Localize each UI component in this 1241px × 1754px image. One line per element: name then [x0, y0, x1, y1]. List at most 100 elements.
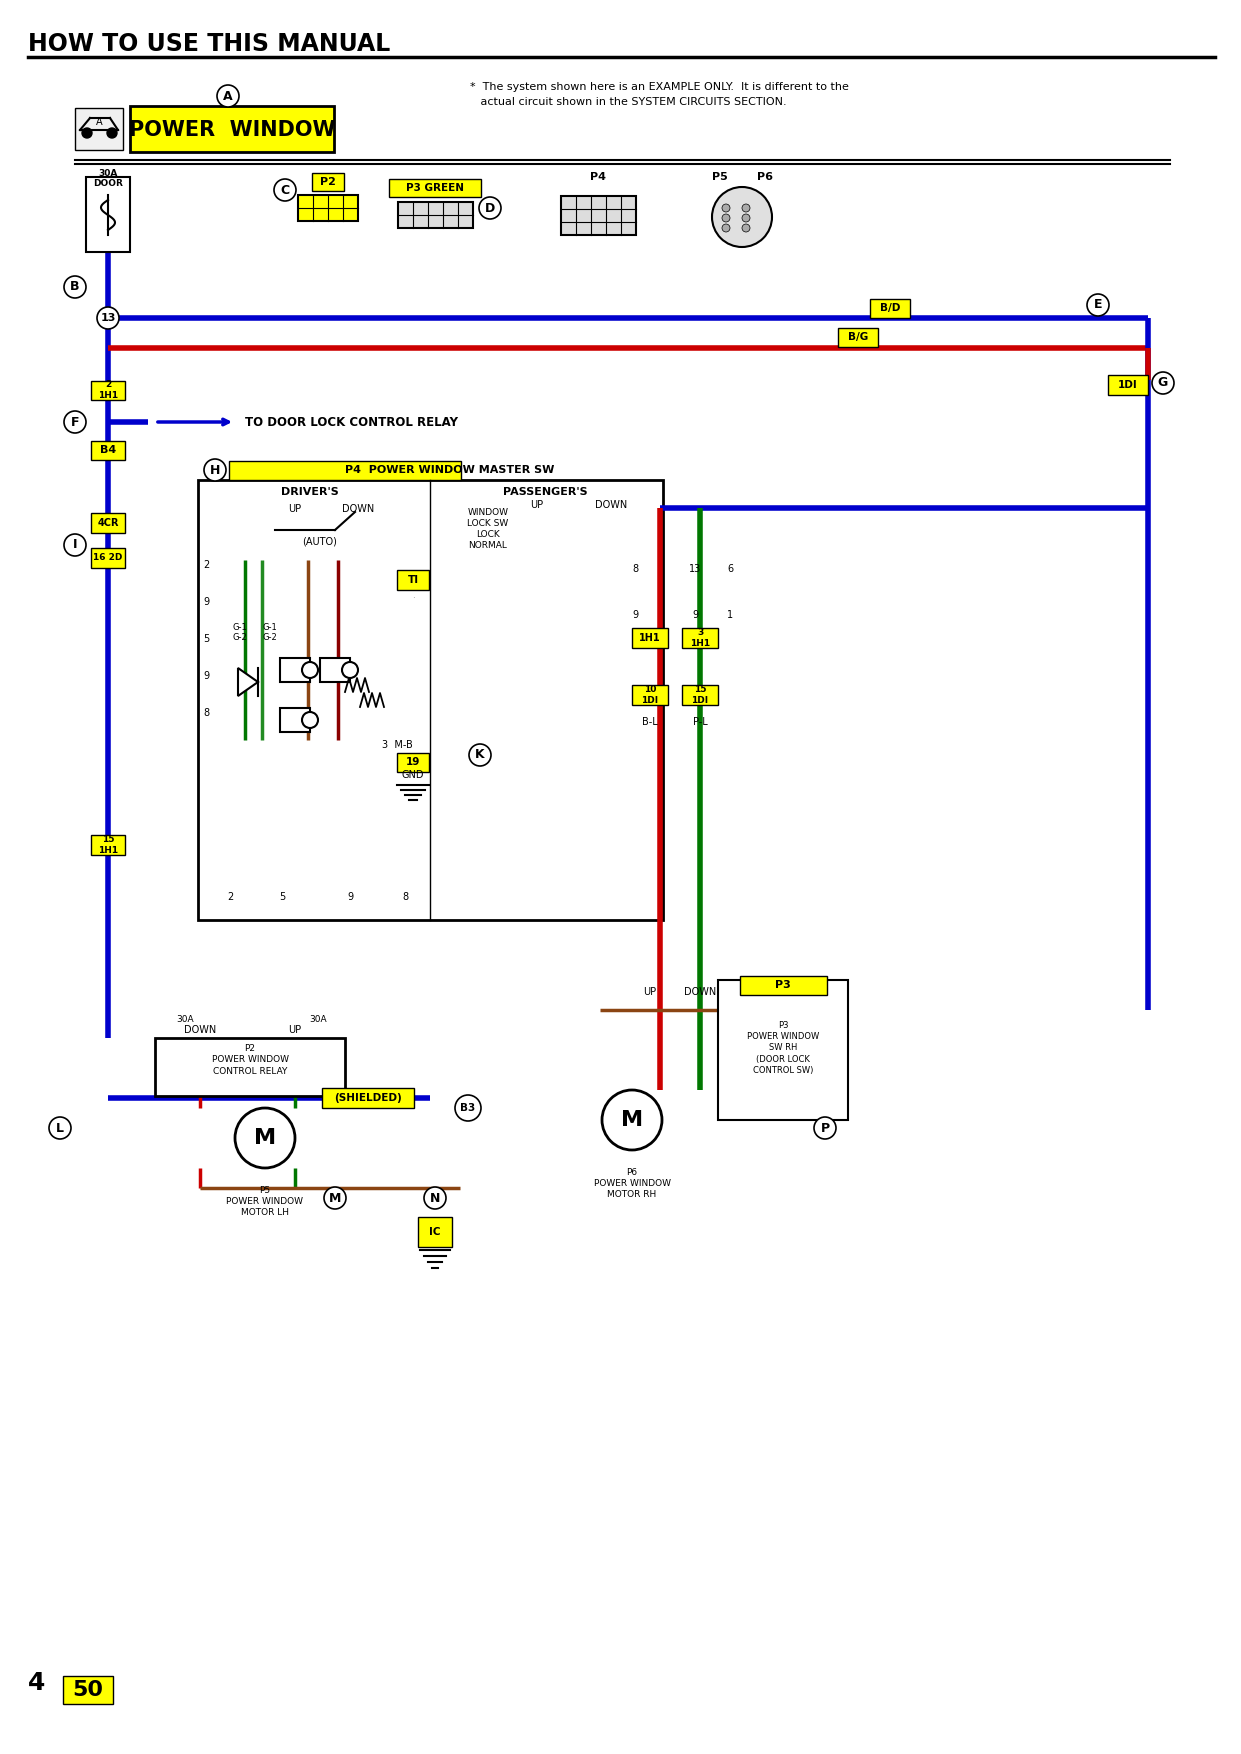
FancyBboxPatch shape: [130, 105, 334, 153]
Circle shape: [742, 214, 750, 223]
Circle shape: [814, 1117, 836, 1138]
Bar: [561, 195, 635, 235]
Text: 4: 4: [29, 1672, 46, 1694]
Text: P4: P4: [589, 172, 606, 182]
Circle shape: [722, 225, 730, 232]
FancyBboxPatch shape: [632, 686, 668, 705]
Text: B/G: B/G: [848, 332, 869, 342]
Text: DOWN: DOWN: [684, 988, 716, 996]
Bar: [280, 709, 310, 731]
Text: P5: P5: [712, 172, 728, 182]
Text: POWER  WINDOW: POWER WINDOW: [129, 119, 335, 140]
Circle shape: [602, 1089, 661, 1151]
Text: 15
1DI: 15 1DI: [691, 686, 709, 705]
Circle shape: [48, 1117, 71, 1138]
Bar: [86, 177, 130, 253]
FancyBboxPatch shape: [1108, 375, 1148, 395]
Text: K: K: [475, 749, 485, 761]
FancyBboxPatch shape: [683, 628, 719, 647]
Text: D: D: [485, 202, 495, 214]
Circle shape: [742, 203, 750, 212]
Text: PASSENGER'S: PASSENGER'S: [503, 488, 587, 496]
Polygon shape: [238, 668, 258, 696]
Text: IC: IC: [429, 1228, 441, 1237]
Text: 9: 9: [347, 893, 352, 902]
Text: L: L: [56, 1121, 65, 1135]
Text: C: C: [280, 184, 289, 196]
Text: 8: 8: [402, 893, 408, 902]
FancyBboxPatch shape: [91, 440, 125, 460]
Text: P-L: P-L: [692, 717, 707, 726]
Text: (SHIELDED): (SHIELDED): [334, 1093, 402, 1103]
Text: UP: UP: [288, 1024, 302, 1035]
Text: P6
POWER WINDOW
MOTOR RH: P6 POWER WINDOW MOTOR RH: [593, 1168, 670, 1200]
Text: F: F: [71, 416, 79, 428]
FancyBboxPatch shape: [91, 512, 125, 533]
Text: 3  M-B: 3 M-B: [382, 740, 413, 751]
Circle shape: [469, 744, 491, 766]
Text: 2
1H1: 2 1H1: [98, 381, 118, 400]
Text: P3: P3: [776, 980, 791, 989]
Text: E: E: [1093, 298, 1102, 312]
Text: H: H: [210, 463, 220, 477]
Text: P2
POWER WINDOW
CONTROL RELAY: P2 POWER WINDOW CONTROL RELAY: [211, 1044, 288, 1075]
Text: UP: UP: [643, 988, 656, 996]
Circle shape: [235, 1109, 295, 1168]
FancyBboxPatch shape: [683, 686, 719, 705]
Text: 16 2D: 16 2D: [93, 554, 123, 563]
Bar: [74, 109, 123, 151]
Circle shape: [302, 712, 318, 728]
Text: P3
POWER WINDOW
SW RH
(DOOR LOCK
CONTROL SW): P3 POWER WINDOW SW RH (DOOR LOCK CONTROL…: [747, 1021, 819, 1075]
Text: 5: 5: [279, 893, 285, 902]
FancyBboxPatch shape: [838, 328, 877, 347]
Text: M: M: [620, 1110, 643, 1130]
Circle shape: [97, 307, 119, 330]
Circle shape: [455, 1094, 482, 1121]
Circle shape: [712, 188, 772, 247]
Text: 8: 8: [204, 709, 210, 717]
Text: 9: 9: [692, 610, 697, 619]
Circle shape: [324, 1187, 346, 1209]
Bar: [155, 1038, 345, 1096]
Text: B: B: [71, 281, 79, 293]
FancyBboxPatch shape: [740, 975, 827, 995]
Circle shape: [343, 661, 357, 679]
Circle shape: [302, 661, 318, 679]
Text: N: N: [429, 1191, 441, 1205]
Text: G: G: [1158, 377, 1168, 389]
Bar: [199, 481, 663, 921]
Text: DRIVER'S: DRIVER'S: [282, 488, 339, 496]
Bar: [397, 202, 473, 228]
Circle shape: [722, 214, 730, 223]
Text: 2: 2: [204, 560, 210, 570]
Text: HOW TO USE THIS MANUAL: HOW TO USE THIS MANUAL: [29, 32, 390, 56]
FancyBboxPatch shape: [91, 835, 125, 854]
Text: 10
1DI: 10 1DI: [642, 686, 659, 705]
Text: 9: 9: [632, 610, 638, 619]
Circle shape: [742, 225, 750, 232]
Circle shape: [204, 460, 226, 481]
Text: P3 GREEN: P3 GREEN: [406, 182, 464, 193]
Text: P2: P2: [320, 177, 336, 188]
Text: 9: 9: [204, 596, 210, 607]
Text: 1DI: 1DI: [1118, 381, 1138, 389]
FancyBboxPatch shape: [321, 1087, 414, 1109]
FancyBboxPatch shape: [418, 1217, 452, 1247]
Text: B4: B4: [99, 446, 117, 454]
FancyBboxPatch shape: [870, 298, 910, 317]
FancyBboxPatch shape: [311, 174, 344, 191]
Circle shape: [65, 275, 86, 298]
FancyBboxPatch shape: [397, 752, 429, 772]
Text: A: A: [96, 118, 102, 126]
Text: 1: 1: [727, 610, 733, 619]
Text: B/D: B/D: [880, 303, 900, 312]
Text: 15
1H1: 15 1H1: [98, 835, 118, 854]
Text: 30A: 30A: [98, 168, 118, 177]
Text: WINDOW
LOCK SW
LOCK
NORMAL: WINDOW LOCK SW LOCK NORMAL: [468, 509, 509, 551]
Circle shape: [722, 203, 730, 212]
Circle shape: [65, 410, 86, 433]
Text: 9: 9: [204, 672, 210, 681]
Circle shape: [274, 179, 297, 202]
Text: 3
1H1: 3 1H1: [690, 628, 710, 647]
Text: DOWN: DOWN: [184, 1024, 216, 1035]
